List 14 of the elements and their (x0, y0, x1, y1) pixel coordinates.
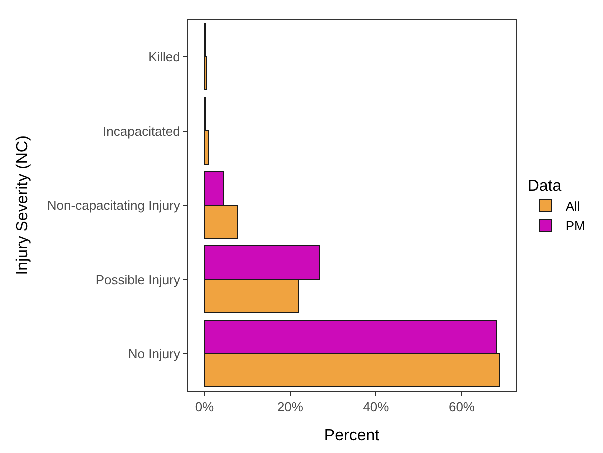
x-tick-label: 0% (195, 400, 215, 415)
legend-label: All (566, 198, 580, 214)
x-tick-label: 40% (363, 400, 390, 415)
x-axis-title: Percent (324, 427, 380, 444)
legend-title: Data (528, 178, 562, 195)
y-tick-label: Possible Injury (96, 272, 181, 288)
y-tick-label: Incapacitated (103, 124, 180, 139)
x-tick-label: 20% (277, 400, 304, 415)
x-tick-label: 60% (448, 400, 476, 415)
y-axis-title: Injury Severity (NC) (14, 136, 32, 276)
legend-label: PM (566, 218, 586, 234)
y-tick-label: Non-capacitating Injury (47, 198, 181, 214)
y-tick-label: No Injury (128, 346, 181, 362)
y-tick-label: Killed (148, 50, 180, 65)
